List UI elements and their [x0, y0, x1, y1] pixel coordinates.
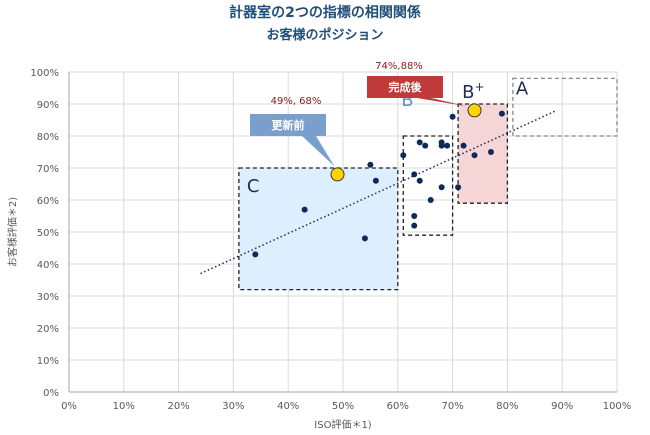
y-tick-label: 0% [43, 388, 59, 399]
data-point [487, 149, 494, 155]
y-axis-title: お客様評価＊2) [6, 197, 19, 267]
y-tick-label: 60% [37, 196, 59, 207]
data-point [372, 177, 379, 184]
data-point [471, 152, 478, 159]
region-bplus [457, 103, 509, 204]
data-point [498, 110, 505, 117]
highlight-point [330, 167, 345, 182]
region-a [512, 77, 618, 137]
data-point [400, 152, 407, 159]
y-tick-label: 80% [37, 132, 59, 143]
x-tick-label: 30% [222, 401, 244, 412]
x-tick-label: 50% [332, 401, 354, 412]
data-point [416, 139, 423, 146]
callout-tail [417, 98, 468, 107]
region-c [238, 167, 399, 291]
callout-tail [302, 136, 335, 167]
data-point [460, 142, 467, 149]
callout-box [367, 76, 443, 98]
data-point [455, 184, 462, 191]
x-tick-label: 100% [603, 401, 632, 412]
data-point [422, 142, 429, 149]
data-point [427, 197, 434, 203]
y-tick-label: 30% [37, 292, 59, 303]
region-label: A [516, 78, 529, 99]
data-point [411, 213, 418, 219]
callout-label: 更新前 [272, 118, 305, 132]
trendline [200, 109, 558, 275]
x-tick-label: 10% [113, 401, 135, 412]
x-tick-label: 20% [167, 401, 189, 412]
data-point [252, 251, 259, 258]
x-tick-label: 70% [441, 401, 463, 412]
chart-title: 計器室の2つの指標の相関関係 [229, 5, 421, 21]
region-label: B+ [462, 80, 484, 103]
y-tick-label: 100% [30, 68, 59, 79]
highlight-value-label: 49%, 68% [271, 96, 322, 107]
data-point [367, 161, 374, 168]
x-axis-title: ISO評価＊1) [314, 418, 372, 431]
region-label: C [247, 176, 260, 197]
x-tick-label: 0% [61, 401, 77, 412]
y-tick-label: 70% [37, 164, 59, 175]
region-bminus [402, 135, 454, 236]
x-tick-label: 90% [551, 401, 573, 412]
data-point [301, 206, 308, 213]
y-tick-label: 50% [37, 228, 59, 239]
chart-subtitle: お客様のポジション [266, 28, 384, 43]
y-tick-label: 40% [37, 260, 59, 271]
data-point [438, 184, 445, 191]
x-tick-label: 40% [277, 401, 299, 412]
highlight-value-label: 74%,88% [375, 61, 423, 72]
data-point [411, 171, 418, 178]
data-point [444, 142, 451, 149]
y-tick-label: 10% [37, 356, 59, 367]
callout-label: 完成後 [389, 80, 423, 94]
x-tick-label: 60% [387, 401, 409, 412]
data-point [361, 235, 368, 242]
callout-box [250, 114, 326, 136]
data-point [416, 177, 423, 184]
y-tick-label: 90% [37, 100, 59, 111]
data-point [411, 222, 418, 229]
x-tick-label: 80% [496, 401, 518, 412]
data-point [449, 113, 456, 120]
data-point [438, 142, 445, 149]
highlight-point [467, 103, 482, 118]
y-tick-label: 20% [37, 324, 59, 335]
